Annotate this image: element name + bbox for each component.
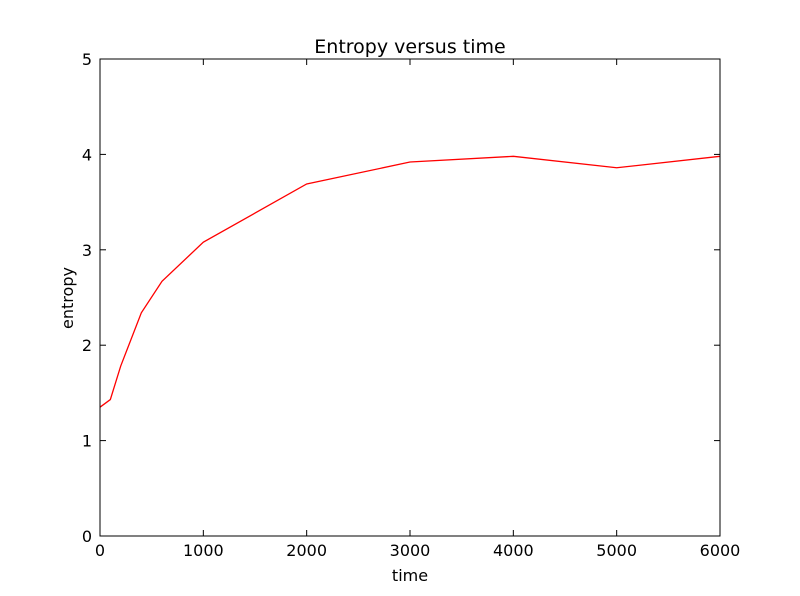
y-tick-label: 4 [82,145,92,164]
y-tick-label: 5 [82,50,92,69]
x-tick-label: 3000 [390,541,431,560]
x-tick-label: 2000 [286,541,327,560]
series-layer [99,155,721,408]
y-tick-label: 2 [82,336,92,355]
x-tick-label: 1000 [183,541,224,560]
y-tick-label: 1 [82,432,92,451]
x-tick-label: 4000 [493,541,534,560]
x-axis-label: time [392,566,428,585]
chart-title: Entropy versus time [314,36,505,58]
y-tick-label: 3 [82,241,92,260]
entropy-series-line [99,155,721,408]
y-axis-label: entropy [58,267,77,329]
x-tick-label: 0 [95,541,105,560]
x-tick-label: 5000 [596,541,637,560]
y-tick-label: 0 [82,527,92,546]
plot-background [100,59,720,536]
x-tick-label: 6000 [700,541,741,560]
plot-frame [99,58,721,537]
